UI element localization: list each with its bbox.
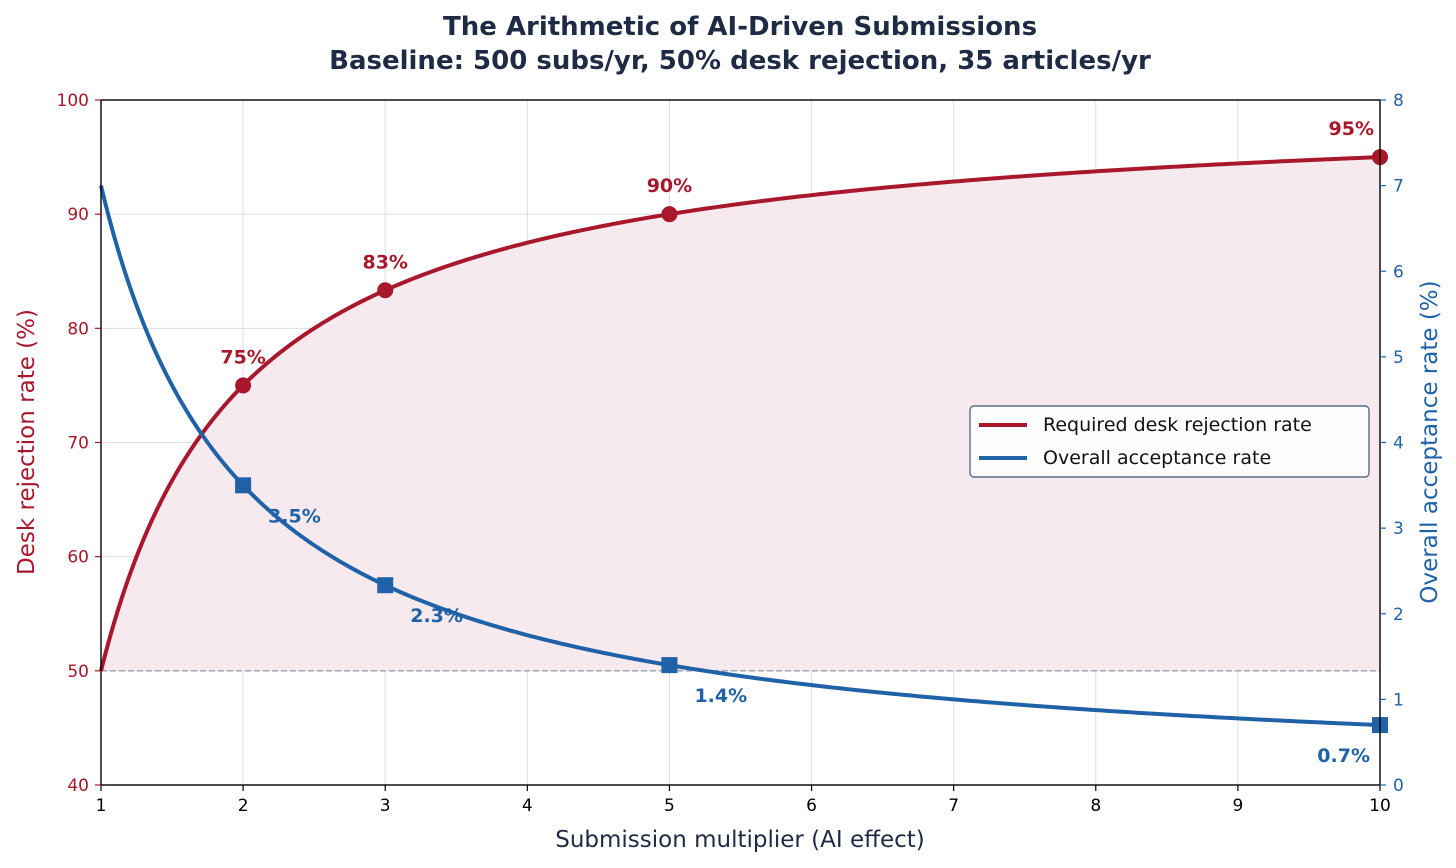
- y-left-tick-label: 90: [67, 205, 89, 225]
- y-left-tick-label: 70: [67, 434, 89, 454]
- y-right-tick-label: 0: [1393, 776, 1404, 796]
- legend-label-acceptance: Overall acceptance rate: [1043, 447, 1271, 469]
- legend: Required desk rejection rate Overall acc…: [969, 405, 1370, 478]
- data-labels: 75% 83% 90% 95% 3.5% 2.3% 1.4% 0.7%: [220, 118, 1374, 767]
- y-right-tick-label: 3: [1393, 519, 1404, 539]
- rejection-data-label: 90%: [647, 175, 692, 197]
- x-tick-label: 2: [238, 796, 249, 816]
- acceptance-marker: [235, 477, 252, 494]
- rejection-marker: [377, 282, 394, 299]
- y-left-tick-label: 50: [67, 662, 89, 682]
- y-left-axis-label: Desk rejection rate (%): [14, 309, 40, 575]
- y-right-tick-label: 4: [1393, 434, 1404, 454]
- rejection-data-label: 83%: [362, 251, 407, 273]
- acceptance-marker: [661, 657, 678, 674]
- markers: [235, 149, 1388, 734]
- y-left-tick-label: 40: [67, 776, 89, 796]
- acceptance-rate-line: [99, 185, 1381, 728]
- rejection-marker: [661, 206, 678, 223]
- y-right-tick-label: 6: [1393, 262, 1404, 282]
- acceptance-data-label: 2.3%: [410, 605, 463, 627]
- x-tick-label: 5: [664, 796, 675, 816]
- y-right-tick-label: 1: [1393, 690, 1404, 710]
- acceptance-data-label: 3.5%: [268, 505, 321, 527]
- y-right-axis-label: Overall acceptance rate (%): [1417, 280, 1443, 603]
- x-tick-label: 1: [96, 796, 107, 816]
- rejection-data-label: 95%: [1329, 118, 1374, 140]
- x-axis-label: Submission multiplier (AI effect): [555, 827, 925, 853]
- acceptance-data-label: 0.7%: [1317, 745, 1370, 767]
- x-tick-label: 6: [806, 796, 817, 816]
- y-left-tick-label: 80: [67, 319, 89, 339]
- chart-subtitle: Baseline: 500 subs/yr, 50% desk rejectio…: [329, 46, 1151, 76]
- y-right-tick-label: 7: [1393, 177, 1404, 197]
- legend-box: [969, 405, 1370, 478]
- rejection-marker: [235, 377, 252, 394]
- x-tick-label: 9: [1232, 796, 1243, 816]
- x-tick-label: 7: [948, 796, 959, 816]
- legend-label-rejection: Required desk rejection rate: [1043, 414, 1312, 436]
- chart-title: The Arithmetic of AI-Driven Submissions: [443, 12, 1037, 42]
- x-tick-label: 10: [1369, 796, 1391, 816]
- y-right-tick-label: 2: [1393, 605, 1404, 625]
- acceptance-data-label: 1.4%: [694, 685, 747, 707]
- rejection-data-label: 75%: [220, 346, 265, 368]
- y-left-ticks: 40 50 60 70 80 90 100: [57, 91, 101, 796]
- y-right-tick-label: 5: [1393, 348, 1404, 368]
- y-left-tick-label: 100: [57, 91, 89, 111]
- x-tick-label: 8: [1090, 796, 1101, 816]
- rejection-fill-area: [101, 157, 1380, 671]
- x-tick-label: 3: [380, 796, 391, 816]
- acceptance-marker: [377, 577, 394, 594]
- y-right-ticks: 0 1 2 3 4 5 6 7 8: [1380, 91, 1404, 796]
- x-tick-label: 4: [522, 796, 533, 816]
- rejection-rate-line: [99, 155, 1381, 672]
- x-ticks: 1 2 3 4 5 6 7 8 9 10: [96, 785, 1391, 816]
- y-right-tick-label: 8: [1393, 91, 1404, 111]
- y-left-tick-label: 60: [67, 548, 89, 568]
